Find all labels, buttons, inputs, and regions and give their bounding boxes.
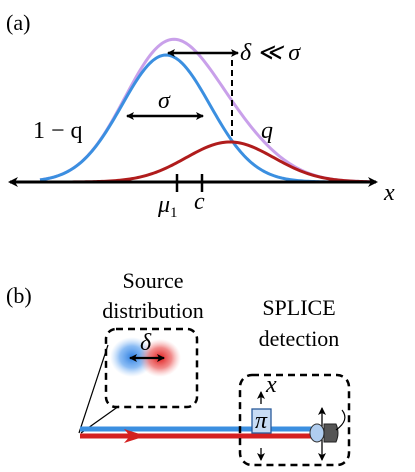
c-label: c (194, 189, 205, 215)
blue-distribution-curve (39, 53, 372, 184)
detector-lens (309, 423, 325, 443)
x-axis-label: x (383, 180, 395, 206)
detector-cable (335, 409, 346, 431)
splice-caption-line2: detection (259, 326, 340, 351)
pi-label: π (255, 408, 268, 434)
detector-icon (323, 423, 339, 443)
zoom-line-top (78, 344, 109, 434)
source-caption-line1: Source (122, 268, 183, 293)
beam-direction-arrow (124, 429, 146, 443)
one-minus-q-label: 1 − q (33, 118, 83, 144)
delta-b-label: δ (140, 330, 152, 356)
panel-a-label: (a) (6, 10, 30, 35)
sigma-label: σ (158, 88, 171, 114)
splice-box (238, 373, 351, 467)
total-distribution-curve (39, 37, 373, 184)
mu1-label: μ1 (157, 192, 178, 221)
source-box (104, 327, 199, 409)
pi-phase-element (251, 408, 272, 434)
delta-relation-label: δ ≪ σ (240, 40, 301, 66)
panel-b-label: (b) (6, 283, 32, 308)
source-caption-line2: distribution (102, 298, 203, 323)
q-label: q (261, 118, 273, 144)
x-b-label: x (265, 372, 277, 398)
splice-caption-line1: SPLICE (262, 295, 335, 320)
